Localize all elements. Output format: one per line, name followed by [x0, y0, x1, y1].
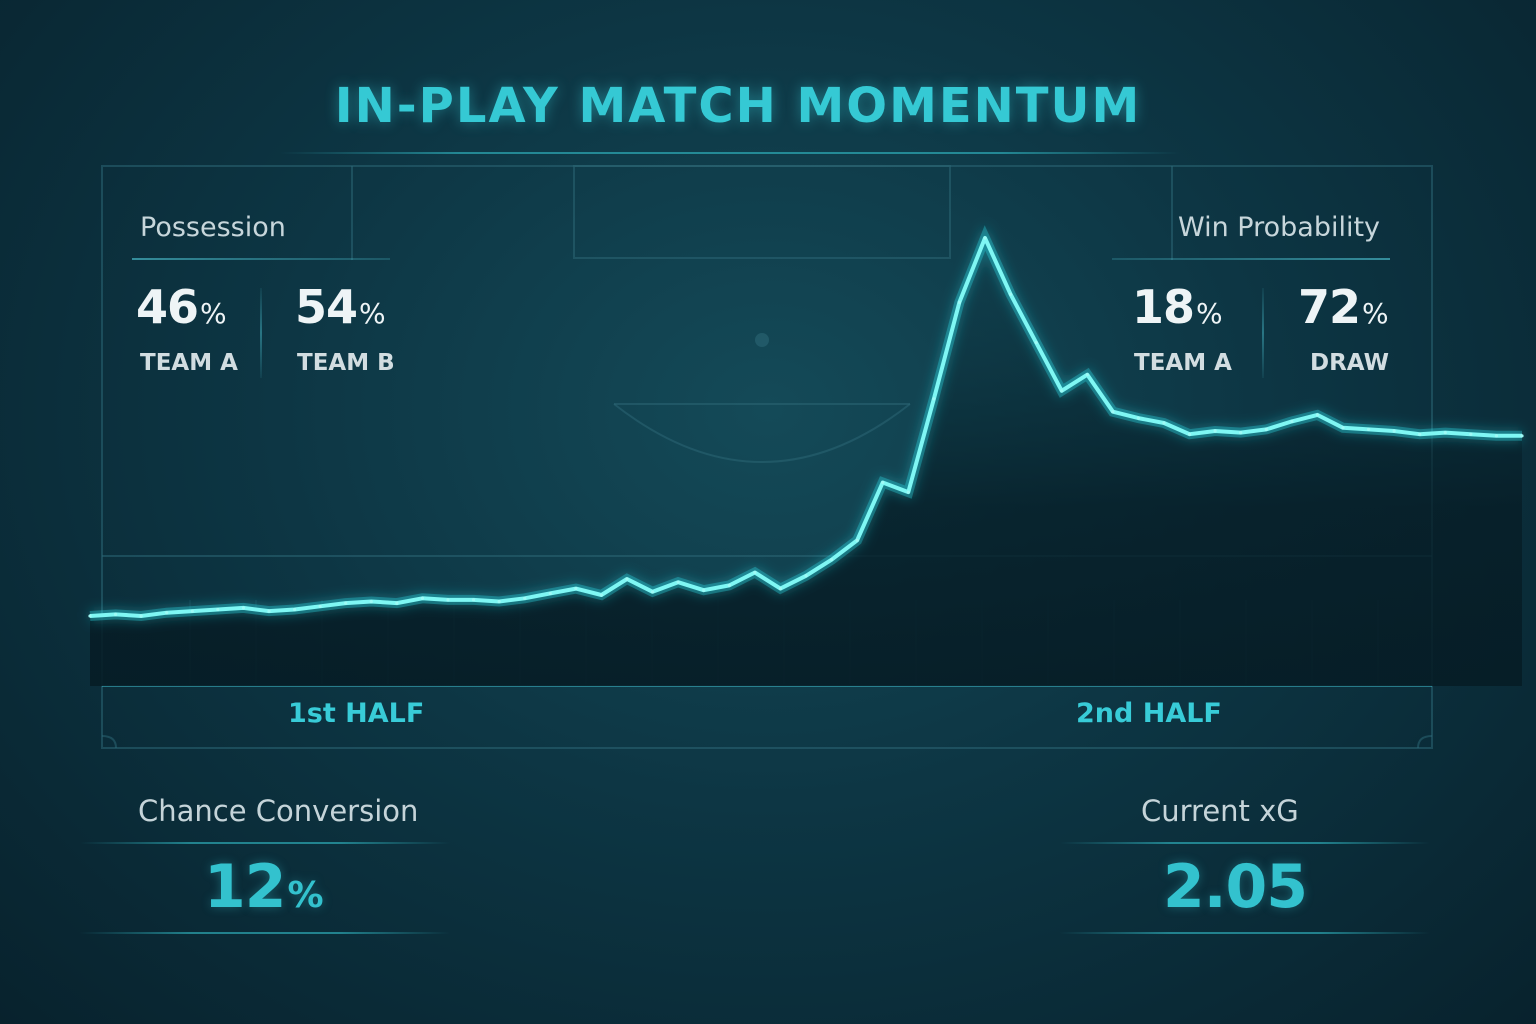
momentum-point	[165, 611, 169, 615]
title-divider	[280, 152, 1180, 154]
momentum-point	[190, 609, 194, 613]
momentum-point	[344, 601, 348, 605]
momentum-point	[369, 599, 373, 604]
momentum-point	[804, 574, 808, 578]
momentum-point	[1315, 413, 1320, 417]
chance-conversion-label: Chance Conversion	[138, 794, 419, 828]
momentum-point	[1136, 416, 1141, 420]
win-probability-label: Win Probability	[1178, 212, 1381, 243]
momentum-point	[1520, 434, 1524, 438]
momentum-point	[1213, 429, 1217, 433]
win-prob-team-a-value: 18%	[1132, 280, 1223, 334]
momentum-points	[88, 236, 1524, 618]
momentum-point	[471, 598, 476, 602]
momentum-point	[1060, 389, 1064, 393]
momentum-point	[395, 601, 399, 605]
momentum-point	[702, 588, 706, 592]
momentum-point	[548, 591, 552, 596]
momentum-point	[241, 606, 246, 610]
second-half-label: 2nd HALF	[1076, 698, 1222, 729]
current-xg-rule-bottom	[1060, 932, 1430, 934]
momentum-point	[1085, 373, 1089, 377]
first-half-label: 1st HALF	[288, 698, 425, 729]
possession-team-b-name: TEAM B	[297, 350, 395, 376]
momentum-point	[420, 596, 425, 600]
momentum-point	[1290, 419, 1294, 423]
current-xg-label: Current xG	[1141, 794, 1299, 828]
momentum-point	[1469, 432, 1473, 436]
momentum-area	[90, 238, 1522, 686]
momentum-point	[1034, 340, 1038, 345]
momentum-point	[650, 590, 655, 594]
momentum-point	[753, 570, 757, 575]
momentum-point	[906, 490, 910, 494]
momentum-point	[497, 599, 501, 604]
momentum-point	[574, 587, 578, 591]
win-prob-divider	[1262, 288, 1264, 378]
momentum-point	[1187, 432, 1192, 436]
momentum-point	[932, 397, 936, 401]
momentum-point	[1392, 429, 1396, 433]
current-xg-value: 2.05	[1163, 852, 1308, 922]
momentum-point	[446, 598, 450, 602]
momentum-point	[318, 604, 322, 608]
momentum-point	[1494, 434, 1499, 438]
possession-team-a-name: TEAM A	[140, 350, 238, 376]
momentum-point	[113, 612, 118, 616]
momentum-point	[676, 580, 680, 584]
chance-conversion-rule-top	[80, 842, 450, 844]
possession-label: Possession	[140, 212, 286, 243]
momentum-point	[216, 607, 220, 612]
momentum-point	[267, 609, 271, 613]
momentum-point	[1111, 410, 1115, 414]
possession-team-a-value: 46%	[136, 280, 227, 334]
win-probability-rule	[1112, 258, 1390, 260]
possession-divider	[260, 288, 262, 378]
momentum-point	[88, 614, 92, 618]
momentum-point	[599, 593, 604, 597]
win-prob-team-a-name: TEAM A	[1134, 350, 1232, 376]
possession-team-b-value: 54%	[295, 280, 386, 334]
momentum-point	[625, 577, 629, 581]
momentum-point	[855, 538, 859, 542]
win-prob-draw-value: 72%	[1298, 280, 1389, 334]
momentum-point	[1162, 421, 1166, 425]
momentum-point	[1264, 427, 1268, 431]
momentum-point	[829, 558, 834, 562]
momentum-point	[778, 587, 783, 591]
chance-conversion-value: 12%	[204, 852, 324, 922]
page-title: IN-PLAY MATCH MOMENTUM	[334, 78, 1142, 134]
possession-rule	[132, 258, 390, 260]
momentum-point	[139, 614, 143, 618]
momentum-point	[1443, 431, 1447, 435]
center-spot	[755, 333, 769, 347]
momentum-point	[881, 480, 885, 485]
momentum-point	[1366, 427, 1371, 431]
momentum-point	[957, 300, 962, 304]
momentum-point	[983, 236, 987, 240]
momentum-point	[1418, 432, 1422, 436]
win-prob-draw-name: DRAW	[1310, 350, 1389, 376]
chance-conversion-rule-bottom	[80, 932, 450, 934]
momentum-point	[1008, 292, 1013, 296]
momentum-point	[292, 607, 297, 612]
momentum-point	[1239, 431, 1243, 435]
momentum-point	[523, 596, 527, 600]
current-xg-rule-top	[1060, 842, 1430, 844]
momentum-point	[727, 583, 731, 588]
momentum-point	[1341, 426, 1345, 430]
